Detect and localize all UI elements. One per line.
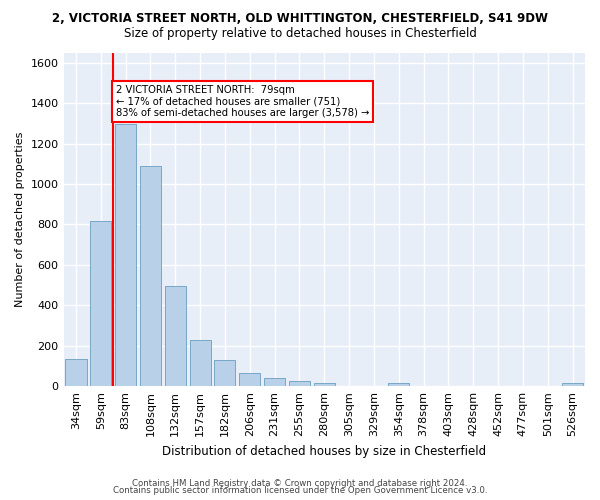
Bar	[90, 222, 112, 386]
Bar	[165, 286, 186, 386]
Bar	[264, 378, 285, 386]
Bar	[140, 166, 161, 386]
X-axis label: Distribution of detached houses by size in Chesterfield: Distribution of detached houses by size …	[162, 444, 487, 458]
Bar	[65, 359, 86, 386]
Text: 2 VICTORIA STREET NORTH:  79sqm
← 17% of detached houses are smaller (751)
83% o: 2 VICTORIA STREET NORTH: 79sqm ← 17% of …	[116, 85, 369, 118]
Bar	[190, 340, 211, 386]
Bar	[289, 380, 310, 386]
Bar	[115, 124, 136, 386]
Text: 2, VICTORIA STREET NORTH, OLD WHITTINGTON, CHESTERFIELD, S41 9DW: 2, VICTORIA STREET NORTH, OLD WHITTINGTO…	[52, 12, 548, 26]
Bar	[214, 360, 235, 386]
Text: Size of property relative to detached houses in Chesterfield: Size of property relative to detached ho…	[124, 28, 476, 40]
Bar	[388, 383, 409, 386]
Y-axis label: Number of detached properties: Number of detached properties	[15, 132, 25, 307]
Text: Contains public sector information licensed under the Open Government Licence v3: Contains public sector information licen…	[113, 486, 487, 495]
Bar	[239, 373, 260, 386]
Bar	[562, 383, 583, 386]
Text: Contains HM Land Registry data © Crown copyright and database right 2024.: Contains HM Land Registry data © Crown c…	[132, 478, 468, 488]
Bar	[314, 383, 335, 386]
